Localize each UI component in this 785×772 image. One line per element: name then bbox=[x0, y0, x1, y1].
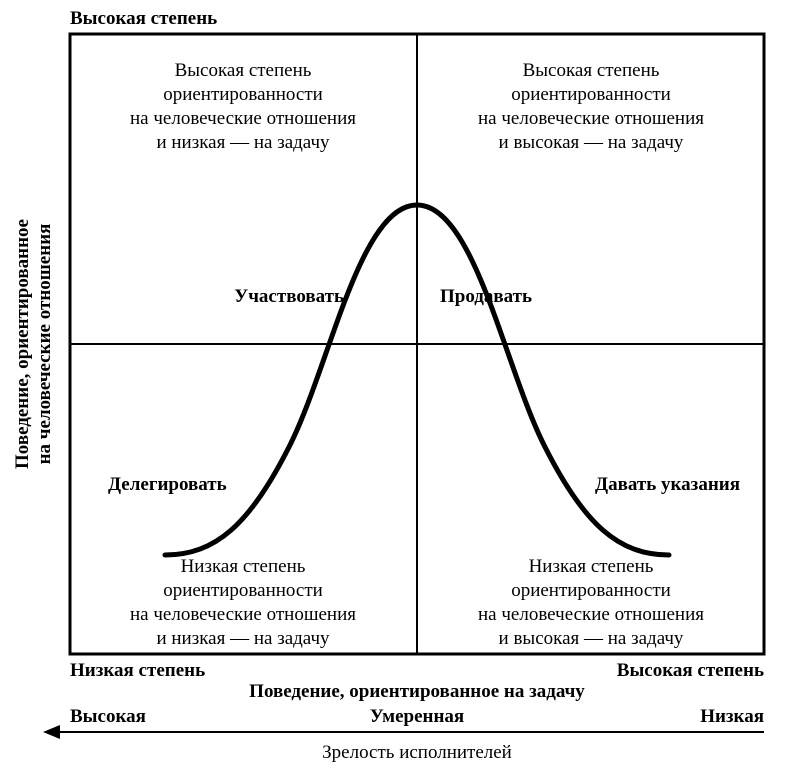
y-axis-label-1: Поведение, ориентированное bbox=[12, 219, 33, 469]
svg-text:и низкая — на задачу: и низкая — на задачу bbox=[156, 132, 330, 153]
svg-text:ориентированности: ориентированности bbox=[163, 580, 323, 601]
svg-text:ориентированности: ориентированности bbox=[511, 84, 671, 105]
svg-text:Высокая степень: Высокая степень bbox=[523, 60, 660, 81]
svg-text:на человеческие отношения: на человеческие отношения bbox=[130, 108, 356, 129]
svg-text:Низкая степень: Низкая степень bbox=[181, 556, 306, 577]
svg-text:ориентированности: ориентированности bbox=[163, 84, 323, 105]
arrow-label-mid: Умеренная bbox=[370, 706, 464, 727]
svg-text:на человеческие отношения: на человеческие отношения bbox=[130, 604, 356, 625]
label-top-high: Высокая степень bbox=[70, 8, 217, 29]
action-top-left: Участвовать bbox=[234, 286, 344, 307]
q-bottom-left-desc: Низкая степень ориентированности на чело… bbox=[130, 556, 356, 649]
q-bottom-right-desc: Низкая степень ориентированности на чело… bbox=[478, 556, 704, 649]
svg-text:Высокая степень: Высокая степень bbox=[175, 60, 312, 81]
svg-text:на человеческие отношения: на человеческие отношения bbox=[478, 604, 704, 625]
svg-text:на человеческие отношения: на человеческие отношения bbox=[478, 108, 704, 129]
svg-text:и низкая — на задачу: и низкая — на задачу bbox=[156, 628, 330, 649]
maturity-arrow-head bbox=[43, 725, 60, 739]
label-bottom-left: Низкая степень bbox=[70, 660, 205, 681]
svg-text:Низкая степень: Низкая степень bbox=[529, 556, 654, 577]
label-bottom-right: Высокая степень bbox=[617, 660, 764, 681]
y-axis-label-2: на человеческие отношения bbox=[34, 224, 55, 465]
arrow-label-left: Высокая bbox=[70, 706, 146, 727]
svg-text:и высокая — на задачу: и высокая — на задачу bbox=[499, 628, 684, 649]
maturity-title: Зрелость исполнителей bbox=[322, 742, 512, 763]
action-bottom-left: Делегировать bbox=[108, 474, 227, 495]
q-top-right-desc: Высокая степень ориентированности на чел… bbox=[478, 60, 704, 153]
action-top-right: Продавать bbox=[440, 286, 532, 307]
svg-text:и высокая — на задачу: и высокая — на задачу bbox=[499, 132, 684, 153]
action-bottom-right: Давать указания bbox=[595, 474, 740, 495]
x-axis-title: Поведение, ориентированное на задачу bbox=[249, 681, 585, 702]
arrow-label-right: Низкая bbox=[700, 706, 764, 727]
svg-text:ориентированности: ориентированности bbox=[511, 580, 671, 601]
q-top-left-desc: Высокая степень ориентированности на чел… bbox=[130, 60, 356, 153]
